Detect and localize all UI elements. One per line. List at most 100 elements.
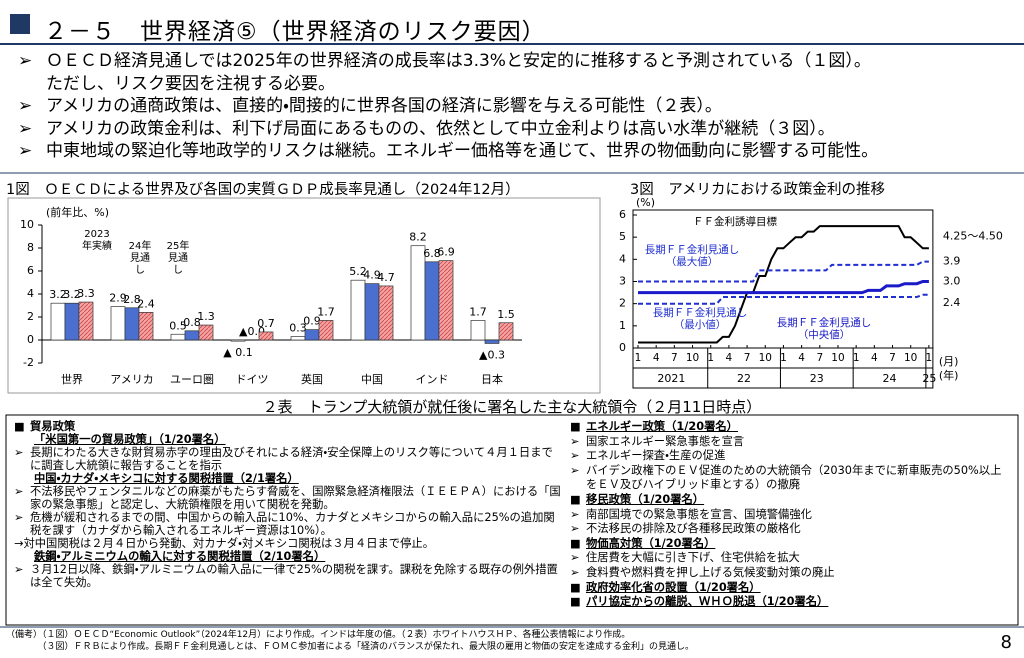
x-tick-label: インド	[416, 373, 449, 386]
entry-text: 南部国境での緊急事態を宣言、国境警備強化	[586, 507, 812, 521]
x-tick-label: 日本	[481, 372, 503, 386]
y-axis-label: (%)	[636, 196, 656, 209]
bar	[470, 320, 486, 341]
bar	[230, 339, 246, 342]
x-tick-label: 4	[798, 352, 805, 364]
table-entry: →対中国関税は２月４日から発動、対カナダ・対メキシコ関税は３月４日まで停止。	[14, 537, 562, 550]
entry-text: →対中国関税は２月４日から発動、対カナダ・対メキシコ関税は３月４日まで停止。	[14, 537, 434, 550]
bar	[304, 329, 320, 341]
year-label: 24	[882, 372, 896, 385]
chart3-title: 3図 アメリカにおける政策金利の推移	[630, 182, 885, 198]
legend-label: 25年見通し	[166, 241, 190, 276]
title: ２－５ 世界経済⑤（世界経済のリスク要因）	[44, 19, 546, 45]
entry-text: バイデン政権下のＥＶ促進のための大統領令（2030年までに新車販売の50%以上を…	[586, 463, 1002, 492]
value-label: 8.2	[409, 231, 427, 244]
value-label: 6.9	[437, 246, 455, 259]
entry-text: 中国・カナダ・メキシコに対する関税措置（2/1署名）	[34, 472, 299, 485]
entry-text: パリ協定からの離脱、ＷＨＯ脱退（1/20署名）	[586, 595, 829, 609]
value-label: ▲ 0.1	[223, 346, 252, 359]
page-number: 8	[1000, 632, 1012, 653]
x-tick-label: 1	[780, 352, 787, 364]
bar	[378, 285, 394, 341]
table-frame	[5, 414, 1019, 626]
bar	[364, 283, 380, 341]
value-label: 2.4	[137, 297, 155, 310]
y-tick-label: 4	[27, 287, 34, 300]
table-entry: エネルギー政策（1/20署名）	[570, 420, 1010, 435]
bar	[50, 302, 66, 341]
table-entry: 政府効率化省の設置（1/20署名）	[570, 581, 1010, 596]
entry-text: 政府効率化省の設置（1/20署名）	[586, 580, 761, 594]
value-label: 5.2	[349, 265, 367, 278]
x-tick-label: 7	[671, 352, 678, 364]
bar	[438, 260, 454, 341]
bar	[124, 307, 140, 341]
y-tick-label: 3	[619, 275, 626, 288]
y-tick-label: 2	[27, 310, 34, 323]
year-label: 25	[922, 372, 936, 385]
table-entry: 食料費や燃料費を押し上げる気候変動対策の廃止	[570, 566, 1010, 581]
bar	[184, 330, 200, 341]
x-tick-label: 7	[744, 352, 751, 364]
entry-text: 住居費を大幅に引き下げ、住宅供給を拡大	[586, 551, 800, 565]
table-entry: 不法移民の排除及び各種移民政策の厳格化	[570, 522, 1010, 537]
bullet-text: 中東地域の緊迫化等地政学的リスクは継続。エネルギー価格等を通じて、世界の物価動向…	[46, 141, 879, 161]
y-tick-label: 4	[619, 252, 626, 265]
value-label: 4.9	[363, 269, 381, 282]
y-tick-label: 1	[619, 319, 626, 332]
year-label: 2021	[657, 372, 685, 385]
value-label: 6.8	[423, 247, 441, 260]
value-label: 1.7	[317, 305, 335, 318]
x-tick-label: 4	[871, 352, 878, 364]
table-entry: 中国・カナダ・メキシコに対する関税措置（2/1署名）	[14, 472, 562, 485]
value-label: 3.2	[63, 288, 81, 301]
table-entry: 貿易政策	[14, 420, 562, 433]
series-label: 長期ＦＦ金利見通し（最大値）	[644, 244, 740, 268]
bar	[64, 302, 80, 341]
value-label: 0.5	[169, 319, 187, 332]
table-entry: 物価高対策（1/20署名）	[570, 537, 1010, 552]
entry-text: 移民政策（1/20署名）	[586, 492, 705, 506]
entry-text: 不法移民やフェンタニルなどの麻薬がもたらす脅威を、国際緊急経済権限法（ＩＥＥＰＡ…	[30, 485, 561, 511]
table-entry: 「米国第一の貿易政策」（1/20署名）	[14, 433, 562, 446]
x-unit-label: (年)	[939, 368, 959, 382]
entry-text: 貿易政策	[30, 420, 76, 433]
x-tick-label: ドイツ	[236, 373, 269, 386]
series-label: 長期ＦＦ金利見通し（中央値）	[776, 317, 872, 341]
table-entry: 住居費を大幅に引き下げ、住宅供給を拡大	[570, 551, 1010, 566]
y-tick-label: 10	[20, 218, 34, 231]
series-label: 長期ＦＦ金利見通し（最小値）	[652, 307, 748, 331]
table-left-column: 貿易政策「米国第一の貿易政策」（1/20署名）長期にわたる大きな財貿易赤字の理由…	[14, 420, 562, 589]
entry-text: 物価高対策（1/20署名）	[586, 536, 716, 550]
x-tick-label: 1	[853, 352, 860, 364]
value-label: 0.7	[257, 317, 275, 330]
value-label: 1.7	[469, 305, 487, 318]
bar	[138, 312, 154, 341]
legend-label: 2023年実績	[82, 229, 112, 252]
bar	[318, 320, 334, 341]
value-label: 2.9	[109, 292, 127, 305]
table-entry: エネルギー探査・生産の促進	[570, 449, 1010, 464]
x-tick-label: アメリカ	[110, 373, 153, 386]
bar	[410, 245, 426, 341]
table-entry: 長期にわたる大きな財貿易赤字の理由及びそれによる経済・安全保障上のリスク等につい…	[14, 446, 562, 472]
y-tick-label: 8	[27, 241, 34, 254]
line-series	[638, 293, 929, 305]
value-label: ▲0.0	[239, 325, 265, 338]
table-entry: 移民政策（1/20署名）	[570, 493, 1010, 508]
bullet-text: アメリカの政策金利は、利下げ局面にあるものの、依然として中立金利よりは高い水準が…	[46, 118, 835, 139]
bullet: アメリカの通商政策は、直接的・間接的に世界各国の経済に影響を与える可能性（２表）…	[18, 95, 1024, 118]
entry-text: 鉄鋼・アルミニウムの輸入に対する関税措置（2/10署名）	[34, 550, 326, 563]
value-label: 3.2	[49, 288, 67, 301]
end-label: 3.9	[943, 255, 961, 268]
legend-label: 24年見通し	[128, 241, 152, 276]
value-label: 0.9	[303, 315, 321, 328]
x-tick-label: 10	[904, 352, 917, 364]
bar	[258, 331, 274, 341]
x-tick-label: 4	[653, 352, 660, 364]
bullet-list: ＯＥＣＤ経済見通しでは2025年の世界経済の成長率は3.3%と安定的に推移すると…	[18, 50, 1024, 163]
bar	[170, 333, 186, 341]
y-tick-label: -2	[23, 356, 34, 369]
line-series	[638, 260, 929, 283]
